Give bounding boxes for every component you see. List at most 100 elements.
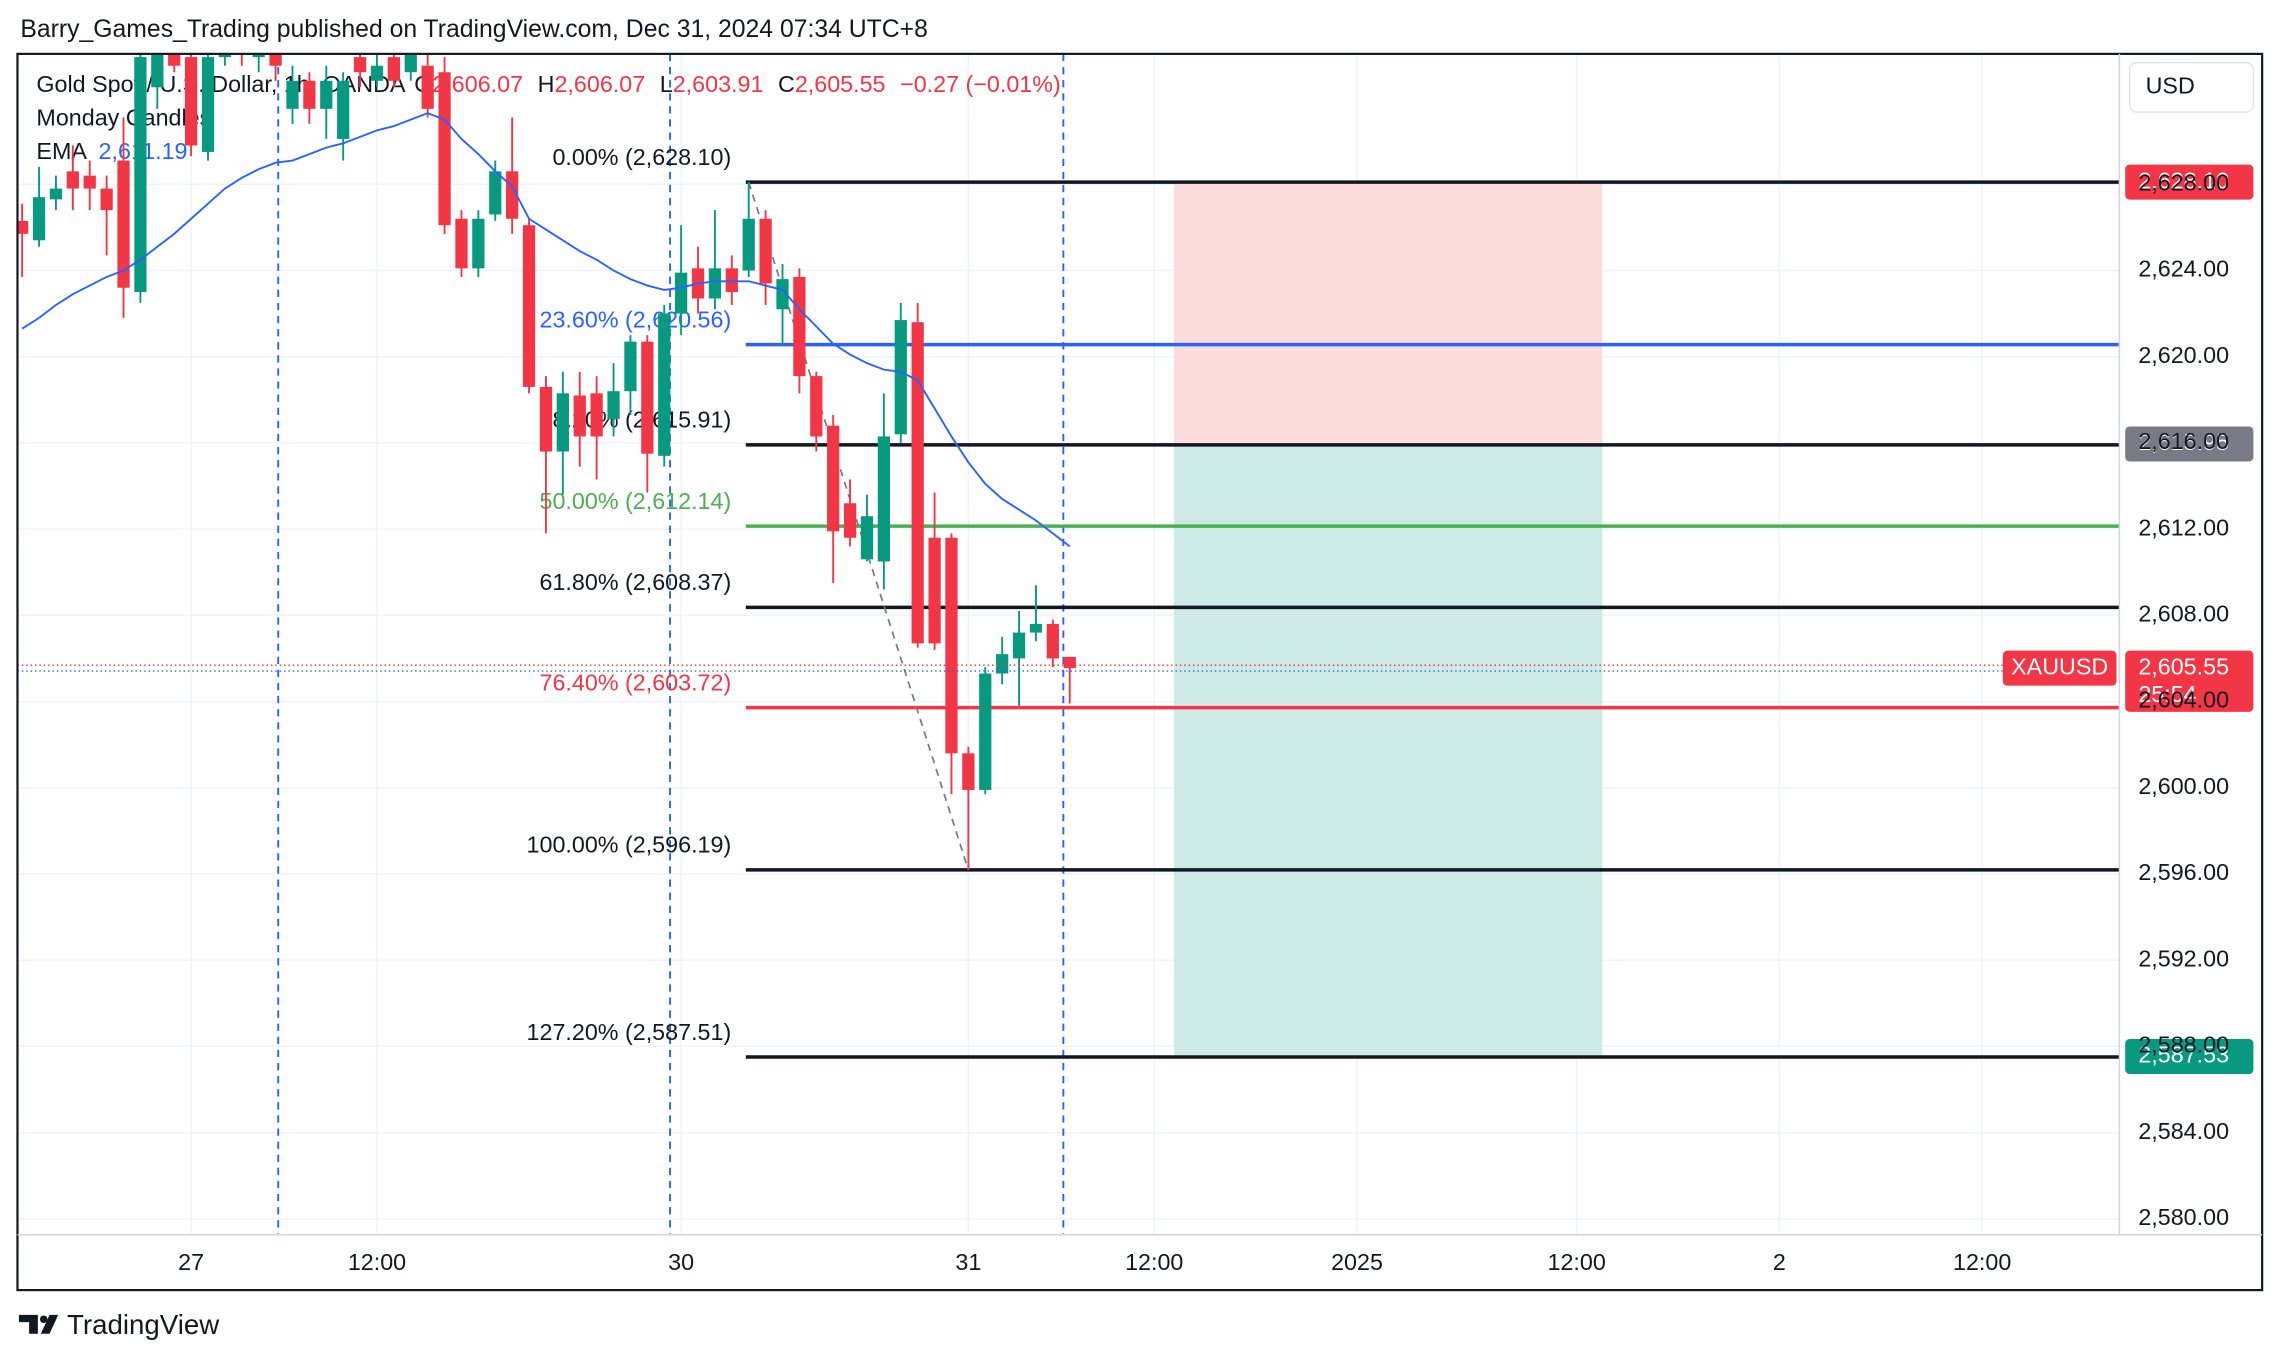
stop-zone [1174, 182, 1603, 444]
candle-body [962, 753, 975, 790]
candle-body [1063, 656, 1076, 669]
candle-body [184, 57, 198, 146]
y-tick-label: 2,592.00 [2138, 945, 2229, 971]
candle-body [353, 57, 367, 73]
last-price-tag [2125, 650, 2254, 712]
candle-body [860, 516, 874, 560]
candle-body [66, 171, 79, 189]
symbol-title: Gold Spot / U.S. Dollar, 1h, OANDA [36, 71, 406, 97]
candle-body [911, 322, 924, 644]
candle-body [201, 57, 215, 152]
candle-body [438, 72, 451, 226]
candle-body [168, 53, 181, 66]
brand-name: TradingView [67, 1309, 220, 1340]
candle-body [573, 395, 586, 437]
candle-body [658, 313, 671, 456]
fib-level-label: 76.40% (2,603.72) [540, 669, 732, 695]
fib-level-label: 0.00% (2,628.10) [552, 144, 731, 170]
candle-body [370, 65, 384, 81]
y-tick-label: 2,604.00 [2138, 687, 2229, 713]
x-tick-label: 27 [178, 1249, 204, 1275]
price-tag-label: 2,628.10 [2138, 167, 2229, 193]
candle-body [1012, 632, 1026, 659]
candle-body [776, 279, 789, 310]
candle-body [472, 218, 485, 269]
candle-body [320, 80, 333, 109]
candles [17, 53, 1076, 870]
brand-logo-dot [39, 1315, 48, 1324]
y-tick-label: 2,612.00 [2138, 514, 2229, 540]
candle-body [810, 376, 823, 437]
candle-body [303, 80, 316, 109]
y-tick-label: 2,588.00 [2138, 1032, 2229, 1058]
ohlc-value: 2,605.55 [795, 71, 886, 97]
x-tick-label: 12:00 [1953, 1249, 2011, 1275]
candle-body [1046, 623, 1059, 659]
candle-body [556, 393, 569, 452]
price-tag [2125, 426, 2254, 462]
currency-button[interactable]: USD [2128, 61, 2255, 113]
fib-level-label: 100.00% (2,596.19) [527, 832, 732, 858]
candle-body [725, 268, 738, 293]
currency-label[interactable]: USD [2146, 73, 2195, 99]
x-tick-label: 2 [1773, 1249, 1786, 1275]
candle-body [489, 171, 502, 215]
candle-body [979, 673, 992, 790]
price-tag [2125, 164, 2254, 200]
price-tag-label: 2,587.53 [2138, 1042, 2229, 1068]
candle-body [675, 272, 688, 314]
session-breaks [277, 53, 1065, 1235]
chart-frame [16, 52, 2264, 1292]
candle-body [708, 268, 722, 299]
candle-body [742, 218, 755, 271]
y-tick-label: 2,600.00 [2138, 773, 2229, 799]
ema-name: EMA [36, 138, 87, 164]
price-tag [2125, 1039, 2254, 1075]
candle-body [404, 54, 417, 73]
price-tag-label: 2,615.95 [2138, 429, 2229, 455]
last-price-label: 2,605.55 [2138, 653, 2229, 679]
candle-body [641, 341, 654, 454]
overlays: 2,628.10 2,615.95 2,587.53 XAUUSD 2,605.5525… [17, 164, 2254, 1075]
y-tick-label: 2,608.00 [2138, 600, 2229, 626]
x-tick-label: 31 [955, 1249, 981, 1275]
y-tick-label: 2,628.00 [2138, 169, 2229, 195]
candle-body [945, 537, 958, 754]
fibonacci-retracement: 0.00% (2,628.10) 23.60% (2,620.56) 38.20% … [527, 144, 2120, 1059]
candle-body [522, 225, 536, 387]
candle-body [455, 218, 468, 269]
candle-body [590, 393, 603, 437]
y-tick-label: 2,580.00 [2138, 1204, 2229, 1230]
y-tick-label: 2,584.00 [2138, 1118, 2229, 1144]
position-tool [1174, 182, 1603, 1057]
candle-body [218, 53, 232, 58]
candle-body [877, 436, 891, 562]
candle-body [337, 80, 350, 140]
brand-logo [18, 1314, 59, 1334]
x-tick-label: 12:00 [1547, 1249, 1605, 1275]
candle-body [928, 537, 941, 644]
candle-body [996, 654, 1009, 674]
x-tick-label: 2025 [1331, 1249, 1383, 1275]
candle-body [83, 175, 96, 189]
candle-body [539, 386, 553, 452]
bar-countdown: 25:54 [2138, 681, 2196, 707]
candle-body [624, 341, 637, 392]
candle-body [100, 188, 113, 211]
fib-level-label: 50.00% (2,612.14) [540, 488, 732, 514]
candle-body [286, 80, 299, 109]
fib-level-label: 38.20% (2,615.91) [540, 407, 732, 433]
ema-line [21, 112, 1071, 548]
candle-body [134, 57, 147, 293]
candle-body [17, 220, 29, 234]
candle-body [421, 65, 434, 109]
candle-body [269, 53, 282, 66]
currency-button-box[interactable] [2128, 61, 2255, 113]
brand: TradingView [18, 1309, 220, 1340]
y-tick-label: 2,596.00 [2138, 859, 2229, 885]
candle-body [387, 57, 400, 81]
